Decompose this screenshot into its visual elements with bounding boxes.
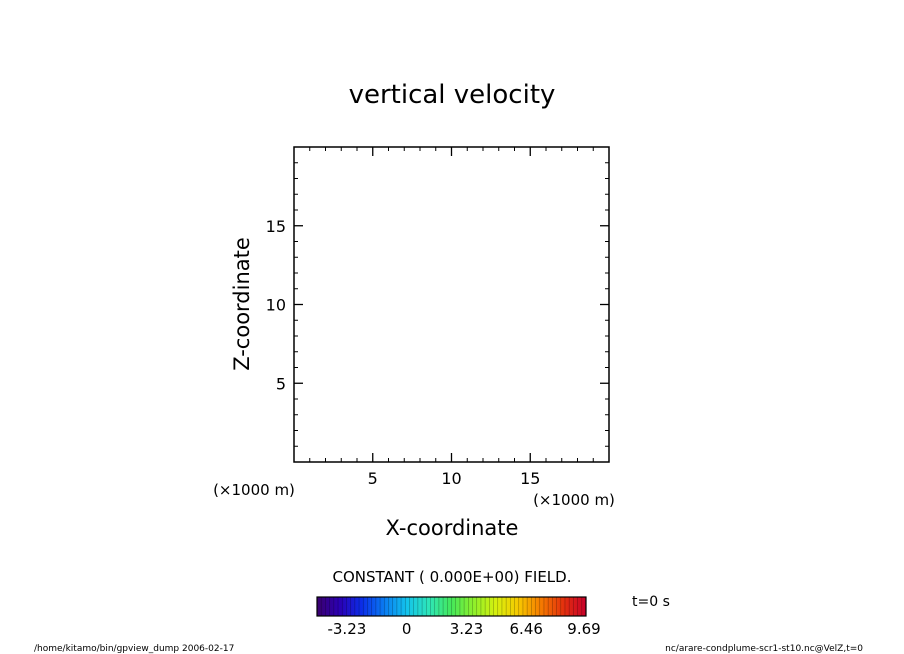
field-message: CONSTANT ( 0.000E+00) FIELD.	[333, 568, 572, 586]
colorbar-tick-label: 9.69	[567, 620, 600, 638]
x-tick-label: 10	[441, 469, 461, 488]
x-axis-label: X-coordinate	[386, 516, 519, 540]
colorbar-tick-label: 3.23	[450, 620, 483, 638]
footer-left: /home/kitamo/bin/gpview_dump 2006-02-17	[34, 644, 234, 654]
y-tick-label: 15	[266, 217, 286, 236]
x-unit-label: (×1000 m)	[533, 491, 615, 509]
y-tick-label: 10	[266, 296, 286, 315]
x-tick-label: 15	[520, 469, 540, 488]
y-unit-label: (×1000 m)	[213, 481, 295, 499]
colorbar-gradient	[317, 597, 586, 616]
y-axis-label: Z-coordinate	[230, 237, 254, 371]
colorbar-tick-label: 0	[402, 620, 412, 638]
x-tick-label: 5	[368, 469, 378, 488]
colorbar-frame	[316, 596, 587, 617]
axis-ticks: 5 10 15 5 10 15	[266, 147, 609, 488]
y-tick-label: 5	[276, 374, 286, 393]
colorbar-tick-label: 6.46	[510, 620, 543, 638]
colorbar-tick-label: -3.23	[327, 620, 366, 638]
chart-title: vertical velocity	[349, 80, 556, 110]
time-label: t=0 s	[632, 594, 670, 610]
colorbar: -3.23 0 3.23 6.46 9.69	[317, 597, 601, 638]
plot-frame	[293, 146, 610, 463]
footer-right: nc/arare-condplume-scr1-st10.nc@VelZ,t=0	[665, 644, 863, 654]
